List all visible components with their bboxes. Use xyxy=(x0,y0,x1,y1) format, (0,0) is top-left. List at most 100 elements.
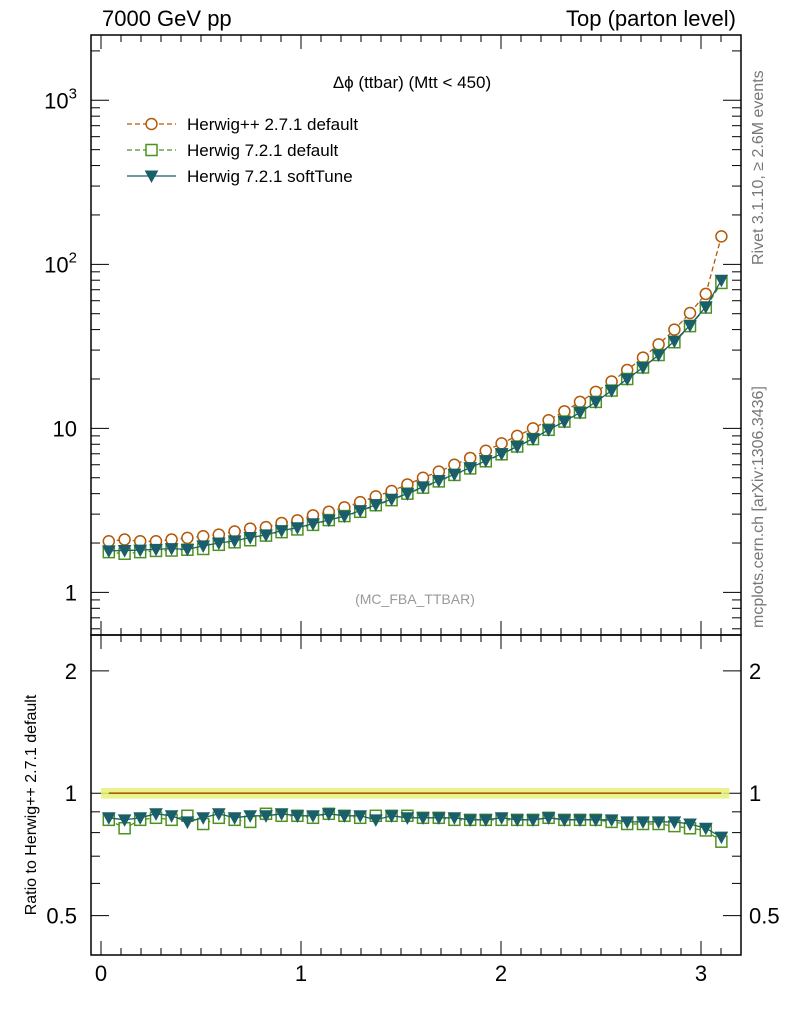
ratio-point xyxy=(683,818,697,832)
legend-label: Herwig++ 2.7.1 default xyxy=(187,115,358,134)
ratio-point xyxy=(651,816,666,829)
ratio-point xyxy=(164,810,179,823)
data-point xyxy=(416,481,430,494)
data-point xyxy=(118,533,131,546)
ratio-line-1 xyxy=(108,813,722,843)
data-point xyxy=(337,510,352,524)
data-point xyxy=(510,429,524,443)
y-tick-label: 102 xyxy=(44,249,77,277)
data-point xyxy=(368,499,383,512)
data-point xyxy=(714,274,729,288)
analysis-watermark: (MC_FBA_TTBAR) xyxy=(355,591,475,607)
ratio-point xyxy=(149,808,163,821)
data-point xyxy=(604,385,619,398)
data-point xyxy=(526,422,540,435)
data-point xyxy=(101,545,116,558)
data-point xyxy=(447,468,462,482)
y-tick-label: 1 xyxy=(65,781,77,806)
data-point xyxy=(243,532,258,545)
ratio-y-label: Ratio to Herwig++ 2.7.1 default xyxy=(23,694,40,915)
data-point xyxy=(573,406,587,420)
ratio-point xyxy=(636,816,650,829)
ratio-point xyxy=(620,816,635,829)
data-point xyxy=(715,230,728,243)
y-tick-label: 0.5 xyxy=(46,904,77,929)
ratio-point xyxy=(353,810,368,823)
data-point xyxy=(620,373,635,387)
y-tick-label: 1 xyxy=(749,781,761,806)
ratio-line-2 xyxy=(108,813,722,838)
ratio-point xyxy=(431,812,446,825)
data-point xyxy=(526,433,540,446)
ratio-point xyxy=(321,808,336,821)
data-point xyxy=(274,525,289,538)
x-tick-label: 3 xyxy=(695,961,707,986)
ratio-point xyxy=(494,812,509,825)
data-point xyxy=(164,543,179,556)
legend-marker xyxy=(145,143,158,157)
ratio-point xyxy=(384,810,399,823)
ratio-point xyxy=(337,810,352,823)
series-line-2 xyxy=(108,279,722,552)
ratio-point xyxy=(211,808,226,821)
data-point xyxy=(699,287,713,301)
x-tick-label: 1 xyxy=(295,961,307,986)
data-point xyxy=(321,514,336,528)
data-point xyxy=(651,349,666,363)
ratio-point xyxy=(557,814,572,827)
series-line-0 xyxy=(108,236,723,542)
data-point xyxy=(588,396,603,409)
ratio-point xyxy=(667,816,682,829)
data-point xyxy=(683,319,697,333)
legend-marker xyxy=(145,117,158,131)
data-point xyxy=(133,544,148,558)
data-point xyxy=(573,395,587,409)
ratio-point xyxy=(463,814,478,827)
data-point xyxy=(211,537,226,551)
y-tick-label: 103 xyxy=(44,85,77,113)
data-point xyxy=(400,488,415,501)
data-point xyxy=(181,531,194,545)
ratio-point xyxy=(274,808,289,821)
data-point xyxy=(259,529,273,542)
ratio-point xyxy=(604,814,619,827)
data-point xyxy=(431,475,446,488)
ratio-point xyxy=(714,831,729,845)
chart-title: Δϕ (ttbar) (Mtt < 450) xyxy=(333,73,491,92)
x-tick-label: 2 xyxy=(495,961,507,986)
data-point xyxy=(196,540,211,553)
ratio-point xyxy=(573,814,587,827)
data-point xyxy=(353,505,368,518)
data-point xyxy=(117,545,132,558)
series-line-1 xyxy=(108,282,722,555)
ratio-point xyxy=(243,810,258,823)
data-point xyxy=(463,451,477,465)
data-point xyxy=(667,335,682,349)
data-point xyxy=(494,448,509,461)
y-tick-label: 1 xyxy=(65,580,77,605)
ratio-point xyxy=(588,814,603,827)
ratio-point xyxy=(196,812,211,825)
ratio-plot-panel: 0 1 2 3 0.5 0.5 1 1 2 2 Ratio to Herwig++ 2.7.1 de… xyxy=(23,634,780,986)
process-label: Top (parton level) xyxy=(566,6,736,31)
data-point xyxy=(510,441,525,454)
data-point xyxy=(558,405,571,418)
data-point xyxy=(478,455,493,468)
ratio-point xyxy=(101,812,116,825)
data-point xyxy=(306,518,320,531)
data-point xyxy=(180,543,195,557)
data-point xyxy=(227,535,242,548)
ratio-point xyxy=(541,812,556,825)
ratio-point xyxy=(510,814,525,827)
mcplots-label: mcplots.cern.ch [arXiv:1306.3436] xyxy=(750,386,767,628)
data-point xyxy=(448,458,461,472)
x-tick-label: 0 xyxy=(95,961,107,986)
data-point xyxy=(557,416,572,429)
legend-label: Herwig 7.2.1 default xyxy=(187,141,338,160)
data-point xyxy=(495,437,508,450)
ratio-frame xyxy=(90,634,742,956)
y-tick-label: 0.5 xyxy=(749,904,780,929)
ratio-point xyxy=(698,822,713,836)
ratio-point xyxy=(400,812,415,825)
